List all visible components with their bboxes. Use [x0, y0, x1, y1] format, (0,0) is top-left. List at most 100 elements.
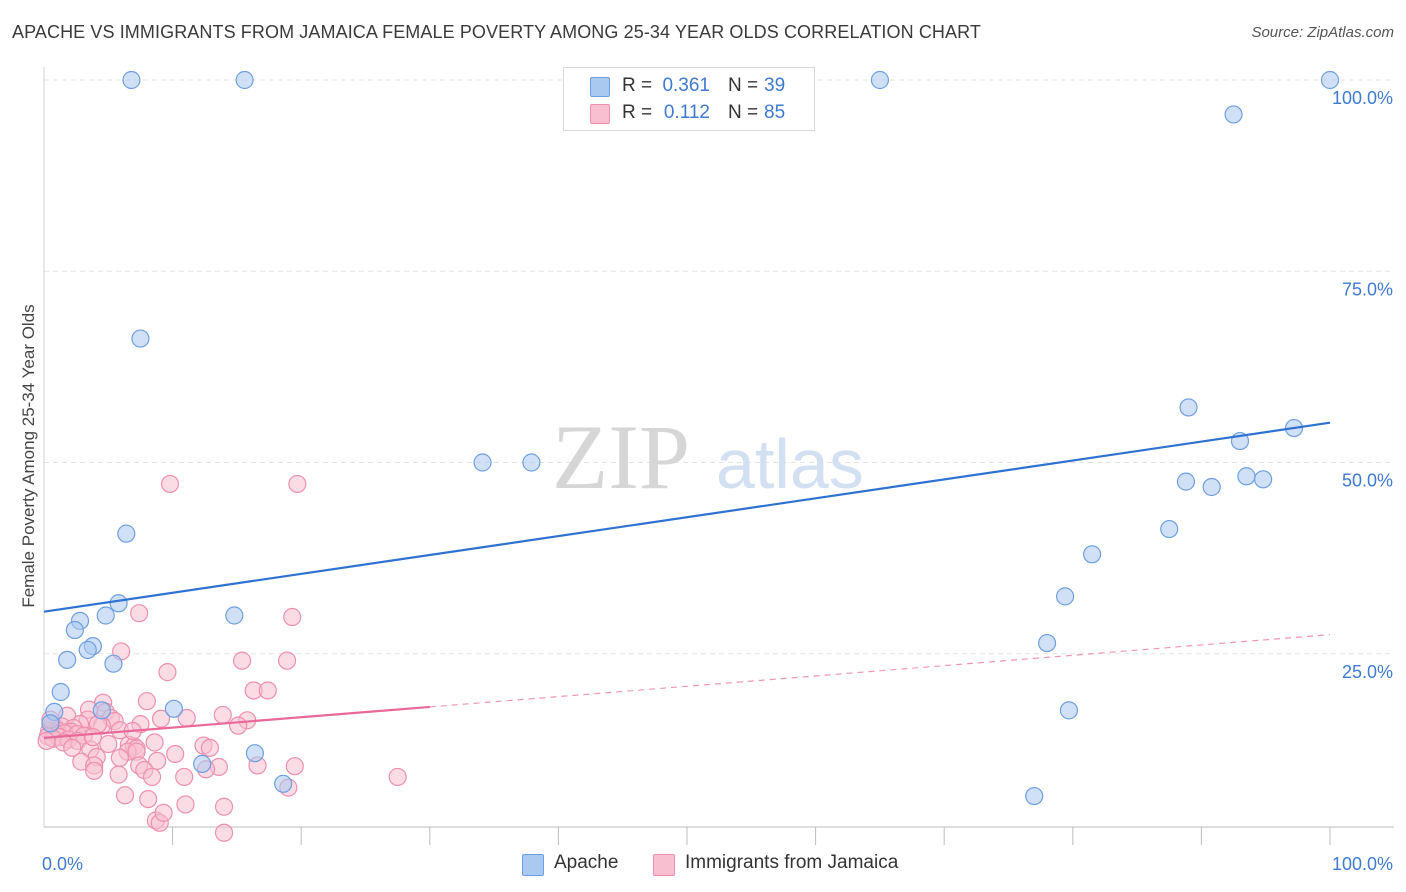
apache-point-7 [1179, 398, 1198, 417]
apache-point-37 [274, 774, 293, 793]
jamaica-point-70 [139, 789, 158, 809]
watermark-atlas: atlas [716, 425, 864, 503]
stats-legend: R = 0.361 N = 39 R = 0.112 N = 85 [563, 67, 815, 131]
apache-point-11 [1176, 472, 1196, 491]
apache-point-1 [235, 70, 254, 90]
jamaica-point-79 [83, 728, 102, 747]
series-jamaica-points [37, 474, 407, 842]
trend-lines [43, 421, 1331, 739]
jamaica-point-6 [277, 651, 297, 670]
jamaica-point-54 [148, 751, 167, 770]
jamaica-point-75 [214, 823, 234, 842]
chart-title: APACHE VS IMMIGRANTS FROM JAMAICA FEMALE… [12, 22, 982, 42]
jamaica-point-43 [99, 734, 118, 754]
apache-point-20 [225, 606, 244, 625]
jamaica-point-0 [160, 474, 180, 494]
jamaica-point-69 [115, 786, 135, 805]
apache-point-4 [1224, 105, 1243, 124]
r-label: R = [622, 75, 653, 96]
jamaica-point-14 [213, 705, 232, 725]
apache-point-15 [117, 524, 136, 543]
apache-point-21 [96, 606, 115, 625]
x-tick-label-1: 100.0% [1332, 854, 1393, 874]
stats-row-apache: R = 0.361 N = 39 [564, 73, 814, 101]
jamaica-point-66 [175, 767, 194, 787]
apache-point-31 [92, 701, 111, 720]
grid-lines [44, 79, 1394, 655]
apache-point-33 [1059, 701, 1079, 720]
jamaica-point-67 [388, 767, 407, 787]
jamaica-point-1 [288, 474, 307, 494]
jamaica-legend-swatch [653, 854, 675, 876]
jamaica-point-84 [200, 738, 219, 757]
apache-point-0 [122, 70, 141, 90]
stats-row-jamaica: R = 0.112 N = 85 [564, 100, 814, 128]
apache-legend-swatch [522, 854, 544, 876]
jamaica-point-51 [166, 744, 185, 764]
r-value-apache: 0.361 [662, 75, 710, 96]
jamaica-point-3 [283, 607, 302, 627]
apache-point-13 [473, 453, 492, 472]
y-tick-label-0: 25.0% [1342, 662, 1393, 682]
n-value-jamaica: 85 [764, 102, 786, 123]
jamaica-point-11 [137, 692, 156, 711]
jamaica-trend-line-extension [429, 634, 1331, 708]
apache-point-32 [164, 699, 183, 718]
jamaica-point-61 [85, 761, 104, 780]
apache-point-19 [109, 594, 128, 613]
legend-label-apache: Apache [554, 852, 619, 873]
series-legend: Apache Immigrants from Jamaica [0, 850, 1406, 880]
apache-point-35 [245, 744, 265, 763]
jamaica-point-5 [232, 651, 252, 670]
jamaica-point-72 [214, 797, 234, 816]
apache-point-2 [870, 70, 890, 90]
apache-point-16 [1160, 519, 1179, 539]
y-tick-label-1: 50.0% [1342, 471, 1393, 491]
x-tick-label-0: 0.0% [42, 854, 83, 874]
apache-point-18 [1055, 587, 1075, 606]
jamaica-point-9 [258, 681, 277, 700]
watermark: ZIP atlas [552, 406, 864, 508]
jamaica-point-7 [158, 663, 177, 682]
legend-label-jamaica: Immigrants from Jamaica [685, 852, 899, 873]
r-label: R = [622, 102, 653, 123]
jamaica-point-60 [285, 757, 304, 776]
jamaica-point-28 [229, 716, 248, 735]
y-tick-label-3: 100.0% [1332, 88, 1393, 108]
apache-point-14 [522, 453, 541, 472]
jamaica-point-65 [142, 767, 162, 787]
jamaica-point-2 [130, 604, 149, 623]
apache-point-36 [193, 754, 212, 774]
apache-point-28 [1037, 633, 1057, 653]
source-label: Source: ZipAtlas.com [1251, 24, 1394, 41]
n-label: N = [728, 75, 759, 96]
apache-swatch [590, 77, 610, 97]
series-apache-points [41, 70, 1340, 806]
apache-point-38 [1025, 786, 1044, 806]
n-label: N = [728, 102, 759, 123]
jamaica-point-64 [109, 765, 128, 784]
apache-point-9 [1237, 467, 1256, 486]
jamaica-swatch [590, 104, 610, 124]
y-tick-label-2: 75.0% [1342, 279, 1393, 299]
jamaica-point-81 [63, 738, 82, 757]
apache-point-26 [58, 650, 77, 669]
apache-trend-line [43, 421, 1331, 613]
jamaica-point-53 [110, 748, 129, 767]
tick-labels: 25.0% 50.0% 75.0% 100.0% 0.0% 100.0% [42, 88, 1393, 874]
y-axis-title: Female Poverty Among 25-34 Year Olds [19, 304, 38, 607]
apache-point-23 [65, 620, 84, 640]
axes [43, 67, 1394, 845]
jamaica-point-76 [154, 803, 173, 822]
r-value-jamaica: 0.112 [663, 102, 710, 123]
jamaica-point-42 [37, 731, 56, 751]
apache-point-34 [41, 714, 60, 733]
apache-point-25 [78, 640, 97, 660]
jamaica-point-83 [145, 733, 164, 752]
apache-point-10 [1254, 470, 1273, 489]
apache-point-12 [1202, 477, 1221, 497]
watermark-zip: ZIP [552, 406, 690, 508]
jamaica-point-71 [176, 795, 195, 814]
apache-point-17 [1082, 545, 1102, 564]
